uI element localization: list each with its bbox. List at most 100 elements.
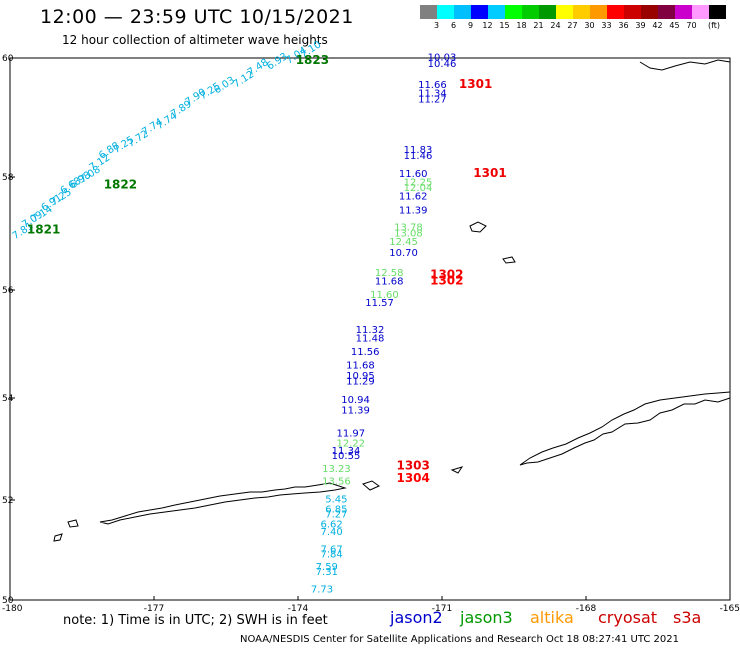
wave-height-point: 10.70 [389, 248, 418, 259]
wave-height-point: 5.45 [325, 495, 347, 506]
wave-height-point: 10.94 [341, 395, 370, 406]
color-scale-label: 3 [433, 21, 440, 30]
wave-height-point: 12.22 [336, 438, 365, 449]
color-swatch [658, 5, 675, 19]
wave-height-point: 11.34 [418, 89, 447, 100]
wave-height-point: 10.46 [428, 59, 457, 70]
color-scale-label: 33 [601, 21, 612, 30]
time-label: 1302 [430, 273, 463, 287]
wave-height-point: 11.97 [336, 428, 365, 439]
time-label: 1301 [459, 77, 492, 91]
color-swatch [556, 5, 573, 19]
color-scale-label: 15 [499, 21, 510, 30]
wave-height-point: 11.68 [346, 360, 375, 371]
coastline-pribilof-1 [469, 221, 487, 233]
color-swatch [692, 5, 709, 19]
wave-height-point: 10.03 [428, 52, 457, 63]
wave-height-point: 11.34 [332, 446, 361, 457]
wave-height-point: 7.73 [311, 585, 333, 596]
y-axis-labels: 60 58 56 54 52 50 [2, 54, 15, 606]
time-label: 1301 [473, 166, 506, 180]
y-tick-label: 60 [2, 54, 14, 64]
wave-height-point: 12.04 [404, 183, 433, 194]
color-scale-label: 27 [567, 21, 578, 30]
y-tick-label: 50 [2, 596, 14, 606]
wave-height-point: 11.62 [399, 192, 428, 203]
wave-height-point: 11.56 [351, 347, 380, 358]
color-scale-unit: (ft) [708, 21, 721, 30]
color-swatch [522, 5, 539, 19]
color-swatch [505, 5, 522, 19]
x-tick-label: -177 [144, 604, 164, 614]
wave-height-point: 11.48 [356, 333, 385, 344]
wave-height-point: 13.08 [394, 228, 423, 239]
wave-height-point: 13.56 [322, 477, 351, 488]
legend-cryosat: cryosat [598, 608, 658, 627]
color-scale-label: 45 [669, 21, 680, 30]
time-label: 1821 [27, 223, 60, 237]
satellite-tracks: 7.817.097.146.917.256.686.987.087.126.88… [11, 39, 507, 595]
color-scale-label: 9 [467, 21, 474, 30]
wave-height-point: 7.67 [320, 545, 342, 556]
color-scale-label: 24 [550, 21, 561, 30]
wave-height-point: 7.31 [316, 567, 338, 578]
wave-height-point: 11.60 [370, 290, 399, 301]
color-swatch [539, 5, 556, 19]
x-tick-label: -171 [432, 604, 452, 614]
time-label: 1302 [430, 268, 463, 282]
page-title: 12:00 — 23:59 UTC 10/15/2021 [40, 6, 354, 28]
color-scale-label: 6 [450, 21, 457, 30]
legend-altika: altika [530, 608, 574, 627]
wave-height-point: 12.25 [404, 177, 433, 188]
time-label: 1823 [296, 53, 329, 67]
y-tick-label: 58 [2, 173, 14, 183]
time-label: 1304 [396, 471, 429, 485]
color-swatch [488, 5, 505, 19]
color-swatch [675, 5, 692, 19]
x-tick-label: -180 [2, 604, 23, 614]
color-scale-label: 70 [686, 21, 697, 30]
coastline-island-small-4 [450, 466, 464, 474]
coastline-alaska-peninsula [519, 391, 731, 466]
wave-height-point: 7.59 [316, 562, 338, 573]
color-scale-labels: 3 6 9 12 15 18 21 24 27 30 33 36 39 42 45 70 [420, 21, 726, 30]
page-subtitle: 12 hour collection of altimeter wave hei… [62, 33, 328, 47]
coastline-aleutian-chain-west [99, 482, 347, 525]
wave-height-point: 10.55 [332, 451, 361, 462]
legend-jason3: jason3 [460, 608, 513, 627]
color-swatch [573, 5, 590, 19]
color-swatch [641, 5, 658, 19]
wave-height-point: 7.84 [320, 550, 342, 561]
footer-credit: NOAA/NESDIS Center for Satellite Applica… [240, 634, 679, 645]
wave-height-point: 11.39 [399, 206, 428, 217]
wave-height-point: 13.23 [322, 464, 351, 475]
color-scale-label: 39 [635, 21, 646, 30]
wave-height-point: 11.66 [418, 80, 447, 91]
coastline-island-small-1 [53, 533, 63, 542]
coastline-pribilof-2 [502, 256, 516, 264]
map-frame [9, 57, 731, 601]
wave-height-point: 6.85 [325, 505, 347, 516]
color-swatch [420, 5, 437, 19]
legend-jason2: jason2 [390, 608, 443, 627]
legend-s3a: s3a [673, 608, 702, 627]
color-scale-label: 42 [652, 21, 663, 30]
wave-height-point: 6.62 [320, 520, 342, 531]
wave-height-point: 7.27 [325, 510, 347, 521]
wave-height-point: 11.29 [346, 377, 375, 388]
color-scale-bar: 3 6 9 12 15 18 21 24 27 30 33 36 39 42 45 70 (ft) [420, 5, 726, 30]
wave-height-point: 11.27 [418, 95, 447, 106]
wave-height-point: 11.57 [365, 298, 394, 309]
time-label: 1303 [396, 458, 429, 472]
color-swatch [607, 5, 624, 19]
color-scale-label: 18 [516, 21, 527, 30]
color-swatch [437, 5, 454, 19]
coastline-island-small-3 [362, 480, 381, 491]
wave-height-point: 7.40 [320, 527, 342, 538]
coastline-mainland-north [639, 59, 731, 71]
wave-height-point: 10.95 [346, 371, 375, 382]
wave-height-point: 11.46 [404, 151, 433, 162]
coastline-island-small-2 [67, 519, 79, 528]
y-tick-label: 54 [2, 394, 14, 404]
